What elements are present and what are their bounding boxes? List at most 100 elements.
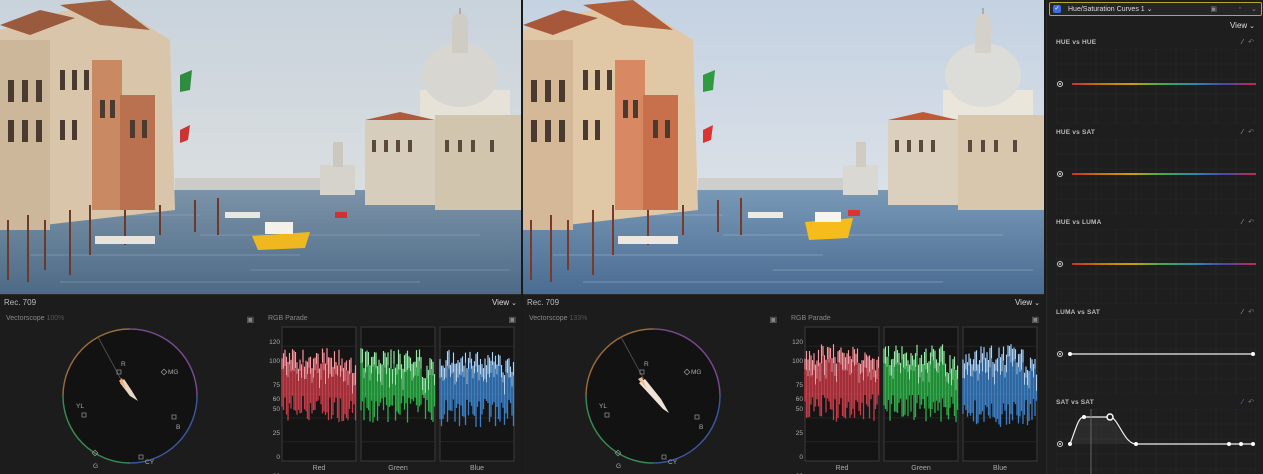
eyedropper-icon[interactable]: ⁄ (1242, 219, 1243, 226)
parade-tick-label: 50 (260, 406, 280, 413)
curve-section: HUE vs LUMA ⁄ ↶ (1047, 216, 1263, 304)
scope-header: Rec. 709 View (4, 298, 517, 312)
curve-section: LUMA vs SAT ⁄ ↶ (1047, 306, 1263, 394)
target-icon-center (1059, 263, 1061, 265)
curve-line (1072, 83, 1256, 85)
vectorscope: Vectorscope 100% ▣ R MG B CY G (0, 313, 258, 474)
target-label-b: B (176, 424, 180, 431)
viewer-corrected[interactable] (523, 0, 1044, 294)
parade-tick-label: 60 (260, 396, 280, 403)
reset-icon[interactable]: ↶ (1248, 219, 1254, 226)
parade-graph (785, 313, 1043, 474)
curve-section: HUE vs HUE ⁄ ↶ (1047, 36, 1263, 124)
scope-settings-icon[interactable]: ▣ (769, 315, 777, 324)
curve-section: HUE vs SAT ⁄ ↶ (1047, 126, 1263, 214)
target-icon-center (1059, 83, 1061, 85)
vectorscope-graph: R MG B CY G YL (0, 313, 258, 474)
parade-channel-label: Green (884, 465, 958, 472)
target-label-yl: YL (76, 403, 84, 410)
chevron-down-icon[interactable]: ⌄ (1251, 5, 1257, 13)
curve-title: HUE vs SAT (1056, 129, 1095, 136)
eyedropper-icon[interactable]: ⁄ (1242, 39, 1243, 46)
mask-icon[interactable]: ▣ (1210, 5, 1217, 13)
target-label-r: R (644, 361, 649, 368)
curve-graph[interactable] (1056, 319, 1256, 394)
curve-tools: ⁄ ↶ (1242, 128, 1254, 136)
curve-title: LUMA vs SAT (1056, 309, 1100, 316)
curve-point-selected (1107, 414, 1113, 420)
parade-channel-label: Red (805, 465, 879, 472)
parade-label: RGB Parade (268, 315, 308, 322)
color-space-label: Rec. 709 (4, 298, 36, 307)
curve-tools: ⁄ ↶ (1242, 218, 1254, 226)
parade-tick-label: 25 (260, 430, 280, 437)
vectorscope-zoom: 133% (569, 315, 587, 322)
eyedropper-icon[interactable]: ⁄ (1242, 399, 1243, 406)
curve-title: HUE vs HUE (1056, 39, 1096, 46)
viewer-original[interactable] (0, 0, 521, 294)
curve-line (1072, 173, 1256, 175)
venice-image-original (0, 0, 521, 294)
color-space-label: Rec. 709 (527, 298, 559, 307)
scope-settings-icon[interactable]: ▣ (246, 315, 254, 324)
effect-header[interactable]: ✓ Hue/Saturation Curves 1 ▣ ◦ ⌄ (1049, 2, 1262, 16)
target-label-g: G (93, 463, 98, 470)
target-icon-center (1059, 353, 1061, 355)
scope-view-menu[interactable]: View (492, 298, 517, 307)
target-label-yl: YL (599, 403, 607, 410)
reset-icon[interactable]: ↶ (1248, 309, 1254, 316)
curve-point (1239, 442, 1243, 446)
parade-tick-label: 0 (783, 454, 803, 461)
target-label-mg: MG (691, 369, 701, 376)
reset-icon[interactable]: ↶ (1248, 39, 1254, 46)
curve-section: SAT vs SAT ⁄ ↶ (1047, 396, 1263, 474)
parade-graph (262, 313, 520, 474)
parade-tick-label: 120 (260, 339, 280, 346)
target-label-cy: CY (668, 459, 678, 466)
parade-tick-label: 120 (783, 339, 803, 346)
curve-point (1068, 442, 1072, 446)
curve-tools: ⁄ ↶ (1242, 398, 1254, 406)
eye-icon[interactable]: ◦ (1239, 5, 1241, 12)
scope-view-menu[interactable]: View (1015, 298, 1040, 307)
curve-line (1072, 263, 1256, 265)
scope-header: Rec. 709 View (527, 298, 1040, 312)
curve-graph[interactable] (1056, 139, 1256, 214)
curve-tools: ⁄ ↶ (1242, 38, 1254, 46)
checkbox-icon[interactable]: ✓ (1053, 5, 1061, 13)
curve-graph[interactable] (1056, 49, 1256, 124)
eyedropper-icon[interactable]: ⁄ (1242, 129, 1243, 136)
inspector-panel: ✓ Hue/Saturation Curves 1 ▣ ◦ ⌄ View HUE… (1046, 0, 1263, 474)
curve-title: HUE vs LUMA (1056, 219, 1102, 226)
curve-point (1082, 415, 1086, 419)
reset-icon[interactable]: ↶ (1248, 399, 1254, 406)
parade-tick-label: 100 (260, 358, 280, 365)
target-icon-center (1059, 173, 1061, 175)
parade-tick-label: 0 (260, 454, 280, 461)
parade-tick-label: 25 (783, 430, 803, 437)
target-label-b: B (699, 424, 703, 431)
curve-point (1251, 442, 1255, 446)
vectorscope-graph: R MG B CY G YL (523, 313, 781, 474)
target-label-cy: CY (145, 459, 155, 466)
inspector-view-menu[interactable]: View (1230, 21, 1255, 30)
curve-tools: ⁄ ↶ (1242, 308, 1254, 316)
rgb-parade: RGB Parade ▣ 120100756050250-20 RedGreen… (785, 313, 1043, 474)
parade-tick-label: 100 (783, 358, 803, 365)
vectorscope-zoom: 100% (46, 315, 64, 322)
vectorscope: Vectorscope 133% ▣ R MG B CY G (523, 313, 781, 474)
curve-graph[interactable] (1056, 409, 1256, 474)
venice-image-corrected (523, 0, 1044, 294)
scope-settings-icon[interactable]: ▣ (508, 315, 516, 324)
reset-icon[interactable]: ↶ (1248, 129, 1254, 136)
vectorscope-label: Vectorscope 100% (6, 315, 64, 322)
curve-title: SAT vs SAT (1056, 399, 1094, 406)
eyedropper-icon[interactable]: ⁄ (1242, 309, 1243, 316)
effect-name[interactable]: Hue/Saturation Curves 1 (1068, 5, 1152, 13)
curve-graph[interactable] (1056, 229, 1256, 304)
target-label-r: R (121, 361, 126, 368)
parade-tick-label: 60 (783, 396, 803, 403)
scope-settings-icon[interactable]: ▣ (1031, 315, 1039, 324)
